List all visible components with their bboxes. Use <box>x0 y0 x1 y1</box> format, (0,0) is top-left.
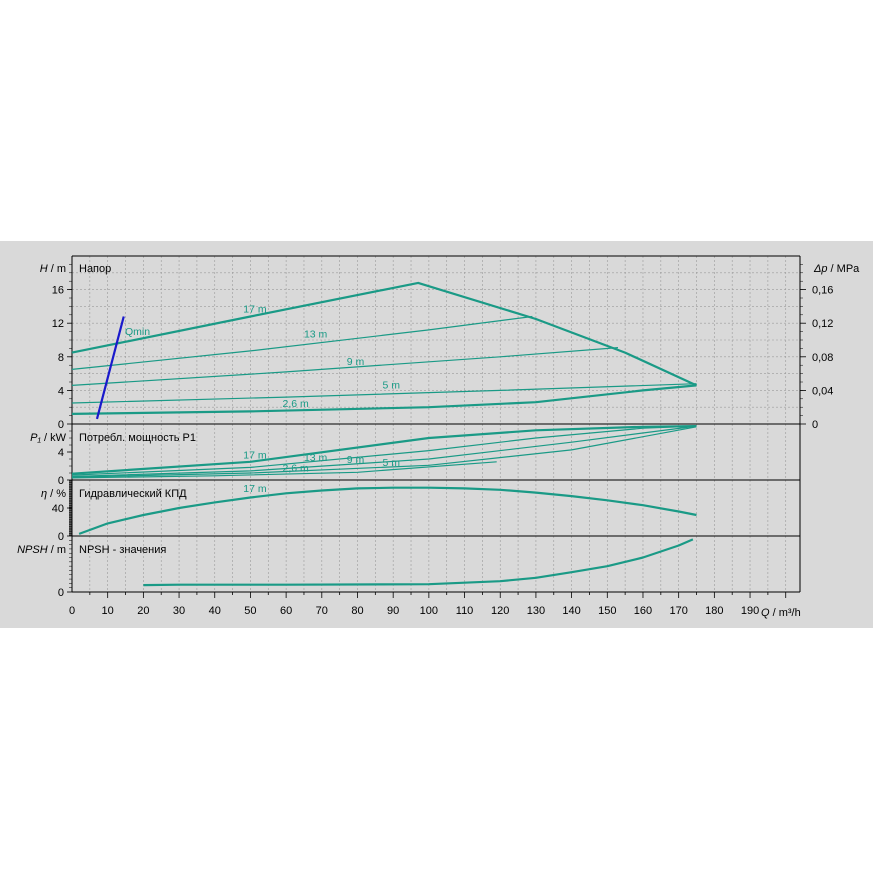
npsh-axis-unit: m <box>57 544 66 556</box>
power-panel-title: Потребл. мощность P1 <box>79 432 196 444</box>
qmin-text: Qmin <box>125 326 150 338</box>
right-y-tick-label: 0 <box>812 419 818 431</box>
head-curve-label: 13 m <box>304 328 328 340</box>
power-y-tick-label: 0 <box>58 475 64 487</box>
head-curve-26m <box>71 384 697 415</box>
head-curve-13m <box>71 315 533 370</box>
efficiency-y-tick-label: 40 <box>52 503 64 515</box>
power-axis-symbol: P₁ <box>30 432 41 444</box>
x-tick-label: 10 <box>102 605 114 617</box>
efficiency-curve-17m <box>78 486 697 535</box>
power-curve-label: 2,6 m <box>283 463 310 475</box>
efficiency-axis-symbol: η <box>41 488 47 500</box>
right-y-tick-label: 0,04 <box>812 385 833 397</box>
head-curve-label: 5 m <box>382 380 400 392</box>
head-curve-17m <box>71 281 697 387</box>
efficiency-y-tick-label: 0 <box>58 531 64 543</box>
x-tick-label: 20 <box>137 605 149 617</box>
power-curve-label: 9 m <box>347 454 365 466</box>
head-curve-9m <box>71 347 619 386</box>
head-axis-label: H / m <box>40 263 66 275</box>
right-y-tick-label: 0,12 <box>812 318 833 330</box>
power-curve-17m <box>71 425 697 475</box>
npsh-y-tick-label: 0 <box>58 587 64 599</box>
x-tick-label: 130 <box>527 605 545 617</box>
efficiency-curve-label: 17 m <box>243 483 267 495</box>
x-tick-label: 60 <box>280 605 292 617</box>
power-curve-9m <box>71 425 697 478</box>
head-curve-5m <box>71 383 697 404</box>
efficiency-panel-title: Гидравлический КПД <box>79 488 187 500</box>
power-curve-26m <box>71 461 497 479</box>
x-tick-label: 190 <box>741 605 759 617</box>
head-y-tick-label: 4 <box>58 385 64 397</box>
head-y-tick-label: 16 <box>52 285 64 297</box>
x-tick-label: 0 <box>69 605 75 617</box>
x-tick-label: 90 <box>387 605 399 617</box>
x-tick-label: 50 <box>244 605 256 617</box>
x-tick-label: 70 <box>316 605 328 617</box>
x-tick-label: 180 <box>705 605 723 617</box>
pressure-axis-unit: MPa <box>837 263 861 275</box>
head-axis-unit: m <box>57 263 66 275</box>
head-curve-label: 17 m <box>243 303 267 315</box>
head-panel-title: Напор <box>79 263 111 275</box>
curve-layer <box>71 281 697 587</box>
head-curve-label: 2,6 m <box>283 398 310 410</box>
pressure-axis-symbol: Δp <box>813 263 828 275</box>
qmin-line <box>95 316 125 420</box>
x-tick-label: 140 <box>562 605 580 617</box>
x-axis-unit: m³/h <box>779 607 801 619</box>
frame-layer <box>67 255 806 598</box>
power-axis-label: P₁ / kW <box>30 432 66 444</box>
x-tick-label: 150 <box>598 605 616 617</box>
efficiency-axis-label: η / % <box>41 488 66 500</box>
head-y-tick-label: 12 <box>52 318 64 330</box>
x-tick-label: 120 <box>491 605 509 617</box>
right-y-tick-label: 0,16 <box>812 285 833 297</box>
x-tick-label: 40 <box>209 605 221 617</box>
efficiency-axis-unit: % <box>56 488 66 500</box>
power-curve-13m <box>71 425 697 476</box>
text-layer: Напор Потребл. мощность P1 Гидравлически… <box>17 263 860 619</box>
power-curve-label: 13 m <box>304 452 328 464</box>
x-tick-label: 160 <box>634 605 652 617</box>
power-axis-unit: kW <box>50 432 67 444</box>
x-tick-label: 30 <box>173 605 185 617</box>
x-tick-label: 110 <box>456 605 474 617</box>
power-curve-label: 17 m <box>243 449 267 461</box>
right-y-tick-label: 0,08 <box>812 352 833 364</box>
head-axis-symbol: H <box>40 263 48 275</box>
chart-panel <box>0 241 873 628</box>
x-axis-symbol: Q <box>761 607 770 619</box>
x-tick-label: 100 <box>420 605 438 617</box>
head-y-tick-label: 8 <box>58 352 64 364</box>
npsh-axis-label: NPSH / m <box>17 544 66 556</box>
npsh-curve-npsh <box>143 538 694 587</box>
npsh-axis-symbol: NPSH <box>17 544 48 556</box>
power-curve-label: 5 m <box>382 457 400 469</box>
x-tick-label: 170 <box>669 605 687 617</box>
pressure-axis-label: Δp / MPa <box>813 263 860 275</box>
npsh-panel-title: NPSH - значения <box>79 544 166 556</box>
power-y-tick-label: 4 <box>58 447 64 459</box>
head-y-tick-label: 0 <box>58 419 64 431</box>
head-curve-label: 9 m <box>347 356 365 368</box>
x-tick-label: 80 <box>351 605 363 617</box>
power-curve-5m <box>71 426 697 478</box>
x-axis-label: Q / m³/h <box>761 607 801 619</box>
